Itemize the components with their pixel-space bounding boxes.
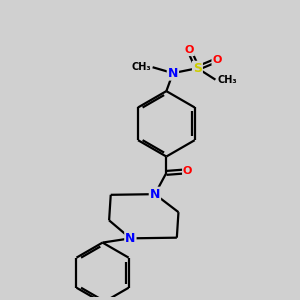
Text: N: N	[168, 67, 178, 80]
Text: CH₃: CH₃	[217, 75, 237, 85]
Text: O: O	[183, 166, 192, 176]
Text: O: O	[212, 55, 222, 65]
Text: N: N	[125, 232, 136, 245]
Text: O: O	[184, 45, 194, 55]
Text: S: S	[193, 62, 202, 75]
Text: N: N	[150, 188, 160, 201]
Text: CH₃: CH₃	[131, 62, 151, 72]
